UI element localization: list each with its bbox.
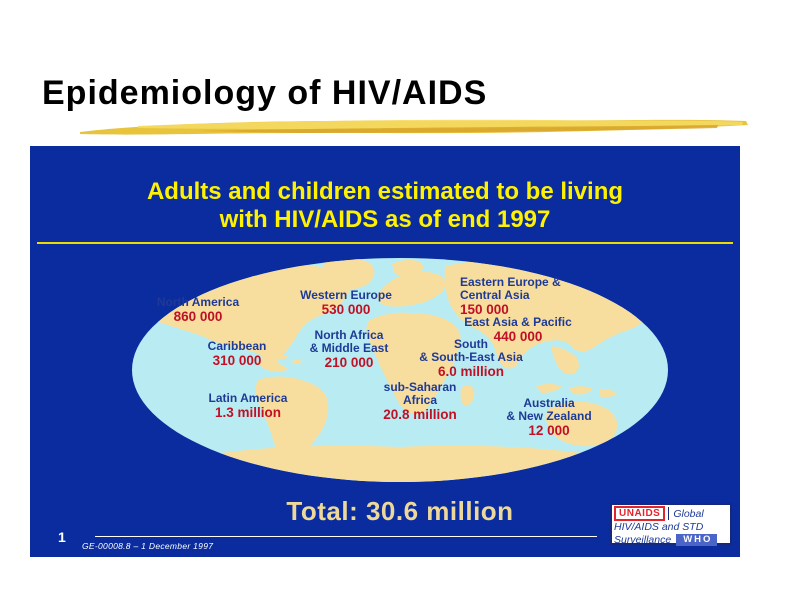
unaids-who-logo: UNAIDS Global HIV/AIDS and STD Surveilla… bbox=[610, 503, 732, 546]
region-label-south-south-east-asia: South & South-East Asia 6.0 million bbox=[419, 338, 523, 379]
region-name: Eastern Europe & Central Asia bbox=[460, 275, 561, 302]
region-name: North America bbox=[156, 295, 240, 309]
region-value: 12 000 bbox=[528, 423, 570, 438]
region-value: 210 000 bbox=[324, 355, 374, 370]
unaids-logo: UNAIDS bbox=[614, 506, 666, 521]
region-name: Australia & New Zealand bbox=[506, 396, 592, 423]
region-name: North Africa & Middle East bbox=[309, 328, 389, 355]
logo-separator bbox=[668, 507, 670, 520]
region-label-western-europe: Western Europe 530 000 bbox=[300, 289, 392, 317]
world-map-graphic bbox=[132, 258, 668, 482]
region-label-eastern-europe-central-asia: Eastern Europe & Central Asia 150 000 bbox=[460, 276, 561, 317]
region-name: Western Europe bbox=[300, 288, 392, 302]
region-value: 150 000 bbox=[460, 302, 509, 317]
footer-note: GE-00008.8 – 1 December 1997 bbox=[82, 541, 214, 551]
slide-panel: Adults and children estimated to be livi… bbox=[30, 146, 740, 557]
region-name: Latin America bbox=[208, 391, 288, 405]
logo-row-top: UNAIDS Global bbox=[614, 506, 728, 521]
total-figure: Total: 30.6 million bbox=[286, 496, 514, 526]
region-value: 6.0 million bbox=[437, 364, 505, 379]
region-name: Caribbean bbox=[207, 339, 267, 353]
region-label-sub-saharan-africa: sub-Saharan Africa 20.8 million bbox=[383, 381, 457, 422]
region-name: East Asia & Pacific bbox=[464, 315, 572, 329]
world-map: North America 860 000 Caribbean 310 000 … bbox=[130, 256, 670, 484]
region-value: 440 000 bbox=[493, 329, 543, 344]
region-value: 530 000 bbox=[321, 302, 371, 317]
region-name: South & South-East Asia bbox=[419, 337, 523, 364]
logo-row-bottom: Surveillance WHO bbox=[614, 533, 728, 546]
logo-text-surveillance: Surveillance bbox=[614, 533, 672, 546]
region-value: 310 000 bbox=[212, 353, 262, 368]
region-label-latin-america: Latin America 1.3 million bbox=[209, 392, 288, 420]
brush-underline-decoration bbox=[80, 119, 748, 135]
logo-text-global: Global bbox=[673, 507, 704, 520]
region-name: sub-Saharan Africa bbox=[383, 380, 457, 407]
logo-text-hivaids-std: HIV/AIDS and STD bbox=[614, 521, 704, 533]
slide-heading: Adults and children estimated to be livi… bbox=[30, 178, 740, 234]
region-value: 860 000 bbox=[173, 309, 223, 324]
who-logo: WHO bbox=[676, 533, 718, 546]
region-label-australia-new-zealand: Australia & New Zealand 12 000 bbox=[506, 397, 591, 438]
slide-heading-line1: Adults and children estimated to be livi… bbox=[146, 178, 624, 205]
region-label-north-africa-middle-east: North Africa & Middle East 210 000 bbox=[310, 329, 389, 370]
region-label-caribbean: Caribbean 310 000 bbox=[208, 340, 267, 368]
page-title: Epidemiology of HIV/AIDS bbox=[42, 74, 488, 112]
heading-underline bbox=[37, 242, 733, 244]
region-label-north-america: North America 860 000 bbox=[157, 296, 239, 324]
slide-heading-line2: with HIV/AIDS as of end 1997 bbox=[219, 206, 551, 233]
region-label-east-asia-pacific: East Asia & Pacific 440 000 bbox=[464, 316, 572, 344]
region-value: 1.3 million bbox=[214, 405, 282, 420]
page-number: 1 bbox=[58, 529, 66, 545]
footer-divider bbox=[95, 536, 597, 537]
region-value: 20.8 million bbox=[383, 407, 457, 422]
